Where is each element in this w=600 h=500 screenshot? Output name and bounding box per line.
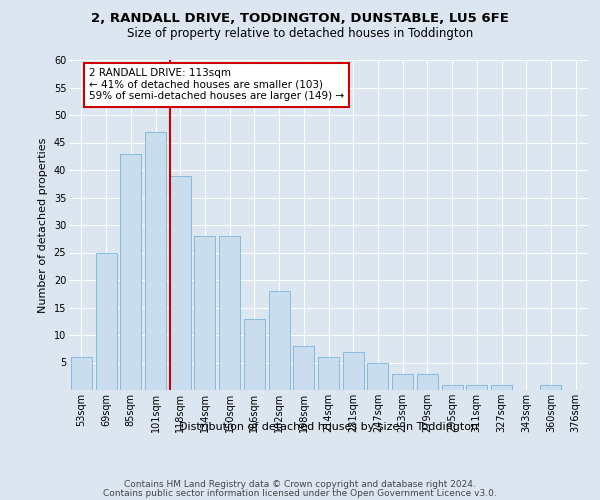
Bar (95, 252, 116, 390)
Bar (145, 132, 166, 390)
Text: 2, RANDALL DRIVE, TODDINGTON, DUNSTABLE, LU5 6FE: 2, RANDALL DRIVE, TODDINGTON, DUNSTABLE,… (91, 12, 509, 26)
Text: Distribution of detached houses by size in Toddington: Distribution of detached houses by size … (179, 422, 478, 432)
Bar (392, 374, 413, 390)
Bar (466, 384, 487, 390)
Bar (194, 236, 215, 390)
Bar (417, 374, 438, 390)
Text: Contains public sector information licensed under the Open Government Licence v3: Contains public sector information licen… (103, 488, 497, 498)
Bar (170, 176, 191, 390)
Bar (269, 291, 290, 390)
Bar (219, 236, 240, 390)
Bar (318, 357, 339, 390)
Text: 2 RANDALL DRIVE: 113sqm
← 41% of detached houses are smaller (103)
59% of semi-d: 2 RANDALL DRIVE: 113sqm ← 41% of detache… (89, 68, 344, 102)
Y-axis label: Number of detached properties: Number of detached properties (38, 138, 48, 312)
Bar (541, 384, 562, 390)
Bar (244, 318, 265, 390)
Bar (491, 384, 512, 390)
Text: Contains HM Land Registry data © Crown copyright and database right 2024.: Contains HM Land Registry data © Crown c… (124, 480, 476, 489)
Bar (343, 352, 364, 390)
Bar (367, 362, 388, 390)
Bar (442, 384, 463, 390)
Text: Size of property relative to detached houses in Toddington: Size of property relative to detached ho… (127, 28, 473, 40)
Bar (71, 357, 92, 390)
Bar (120, 154, 141, 390)
Bar (293, 346, 314, 390)
